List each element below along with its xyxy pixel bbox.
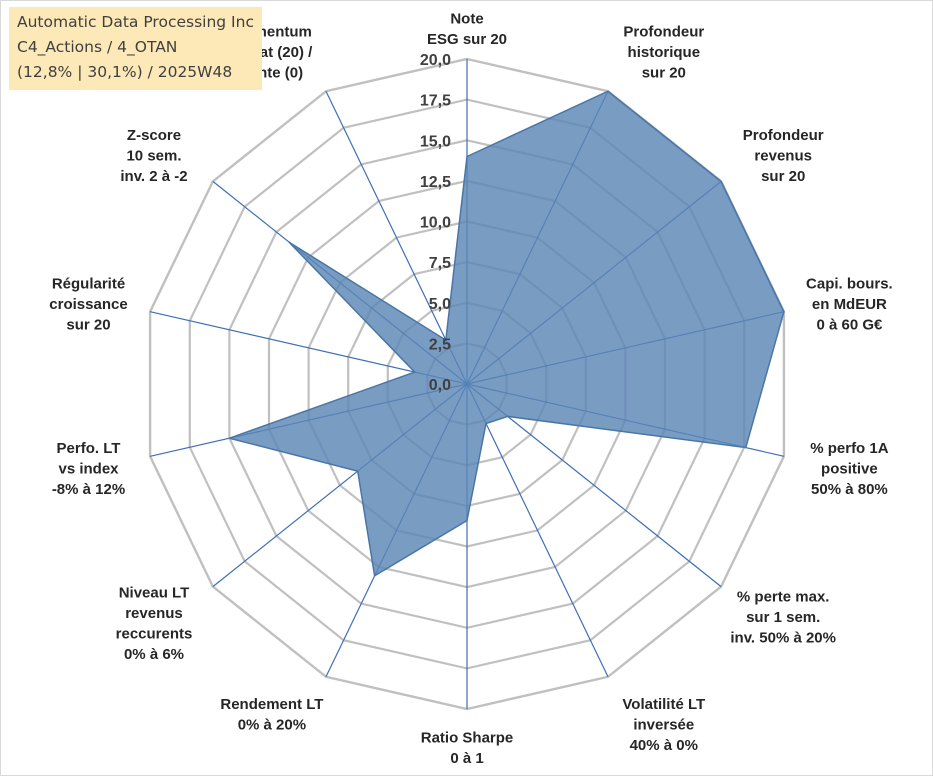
radar-tick-labels: 0,0 2,5 5,0 7,5 10,0 12,5 15,0 17,5 20,0 bbox=[420, 52, 451, 394]
axis-label: Profondeur historique sur 20 bbox=[623, 24, 704, 82]
axis-label: Z-score 10 sem. inv. 2 à -2 bbox=[120, 127, 187, 185]
axis-label: Volatilité LT inversée 40% à 0% bbox=[622, 696, 705, 754]
axis-label: Note ESG sur 20 bbox=[427, 11, 507, 49]
axis-label: Profondeur revenus sur 20 bbox=[743, 127, 824, 185]
tick-label: 20,0 bbox=[420, 52, 451, 69]
axis-label: % perte max. sur 1 sem. inv. 50% à 20% bbox=[730, 588, 836, 646]
chart-title-box: Automatic Data Processing Inc C4_Actions… bbox=[9, 7, 262, 90]
tick-label: 0,0 bbox=[429, 377, 451, 394]
title-line-2: C4_Actions / 4_OTAN bbox=[17, 38, 178, 56]
title-line-3: (12,8% | 30,1%) / 2025W48 bbox=[17, 63, 233, 81]
tick-label: 5,0 bbox=[429, 296, 451, 313]
axis-label: Régularité croissance sur 20 bbox=[49, 276, 127, 334]
radar-series bbox=[226, 90, 785, 578]
axis-label: Capi. bours. en MdEUR 0 à 60 G€ bbox=[806, 276, 893, 334]
axis-spoke bbox=[466, 383, 609, 678]
axis-label: Ratio Sharpe 0 à 1 bbox=[421, 730, 514, 768]
tick-label: 2,5 bbox=[429, 336, 451, 353]
axis-spoke bbox=[325, 90, 468, 385]
axis-label: Niveau LT revenus reccurents 0% à 6% bbox=[116, 584, 193, 663]
tick-label: 17,5 bbox=[420, 93, 451, 110]
axis-label: Perfo. LT vs index -8% à 12% bbox=[52, 440, 125, 498]
axis-label: Rendement LT 0% à 20% bbox=[220, 696, 323, 734]
tick-label: 10,0 bbox=[420, 215, 451, 232]
axis-label: % perfo 1A positive 50% à 80% bbox=[810, 440, 889, 498]
radar-axis-labels: Note ESG sur 20 Profondeur historique sur 20… bbox=[49, 11, 892, 768]
title-line-1: Automatic Data Processing Inc bbox=[17, 13, 254, 31]
tick-label: 15,0 bbox=[420, 133, 451, 150]
axis-spoke bbox=[466, 383, 722, 588]
tick-label: 12,5 bbox=[420, 174, 451, 191]
tick-label: 7,5 bbox=[429, 255, 451, 272]
